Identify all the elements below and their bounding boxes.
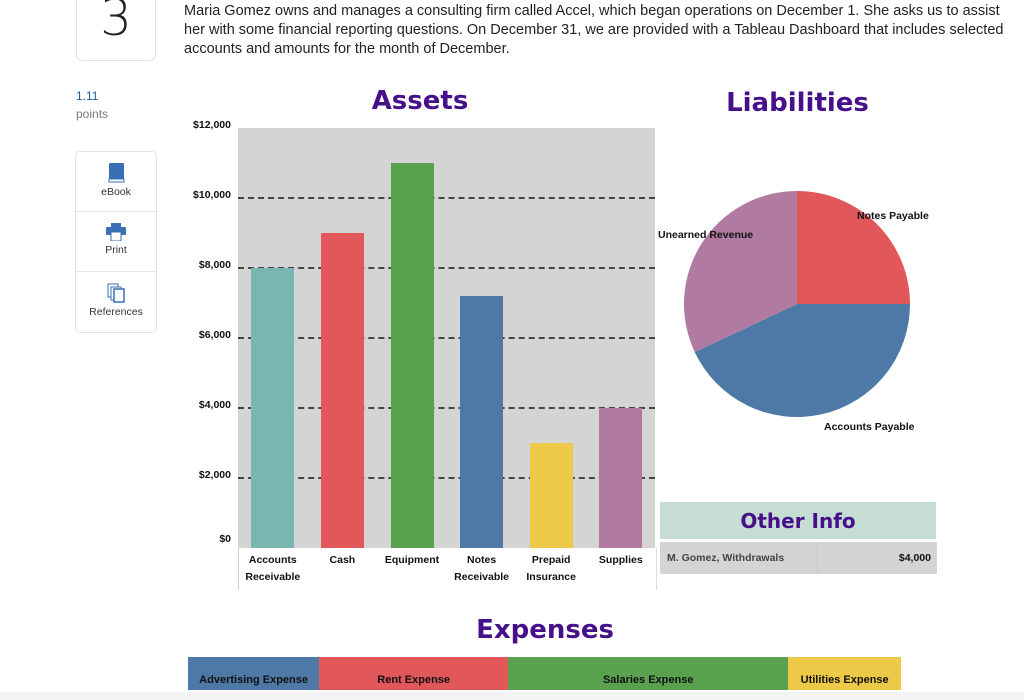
book-icon	[108, 163, 125, 183]
points-value: 1.11	[76, 89, 99, 103]
expenses-bar: Advertising Expense Rent Expense Salaries …	[188, 657, 901, 690]
points-label: points	[76, 107, 109, 121]
y-tick-label: $8,000	[198, 259, 231, 271]
references-label: References	[89, 306, 143, 318]
bar-cash[interactable]	[320, 233, 364, 548]
x-tick-label: Prepaid Insurance	[526, 554, 576, 583]
segment-label: Utilities Expense	[800, 674, 889, 686]
tools-panel: eBook Print References	[75, 151, 157, 333]
gridline	[238, 407, 655, 409]
other-info-row: M. Gomez, Withdrawals $4,000	[660, 542, 937, 574]
segment-label: Advertising Expense	[199, 674, 308, 686]
print-button[interactable]: Print	[76, 212, 156, 272]
y-tick-label: $4,000	[198, 399, 231, 411]
bar-accounts-receivable[interactable]	[251, 268, 295, 548]
bar-notes-receivable[interactable]	[460, 296, 504, 548]
gridline	[238, 337, 655, 339]
segment-utilities-expense[interactable]: Utilities Expense	[788, 657, 901, 690]
withdrawals-label: M. Gomez, Withdrawals	[667, 552, 785, 564]
y-tick-label: $0	[219, 533, 231, 545]
pie-slice-unearned-revenue[interactable]	[684, 191, 797, 353]
assets-title: Assets	[371, 86, 469, 116]
y-tick-label: $6,000	[198, 329, 231, 341]
x-tick-label: Supplies	[598, 554, 643, 566]
liabilities-title: Liabilities	[726, 88, 869, 118]
y-tick-label: $2,000	[198, 469, 231, 481]
bar-supplies[interactable]	[599, 408, 643, 548]
bar-prepaid-insurance[interactable]	[529, 443, 573, 548]
segment-salaries-expense[interactable]: Salaries Expense	[508, 657, 789, 690]
x-tick-label: Notes Receivable	[454, 554, 510, 583]
pie-slice-accounts-payable[interactable]	[694, 304, 910, 417]
gridline	[238, 477, 655, 479]
printer-icon	[106, 223, 126, 241]
y-tick-label: $10,000	[193, 189, 231, 201]
bar-equipment[interactable]	[390, 163, 434, 548]
liabilities-pie	[684, 191, 910, 417]
print-label: Print	[105, 244, 127, 256]
references-button[interactable]: References	[76, 272, 156, 332]
withdrawals-value: $4,000	[898, 552, 931, 564]
x-tick-label: Equipment	[384, 554, 440, 566]
other-info-header: Other Info	[660, 502, 936, 539]
other-info-title: Other Info	[740, 509, 856, 533]
segment-label: Rent Expense	[377, 674, 451, 686]
question-prompt: Maria Gomez owns and manages a consultin…	[184, 3, 1004, 57]
ebook-label: eBook	[101, 186, 131, 198]
pie-label-accounts-payable: Accounts Payable	[824, 421, 915, 433]
gridline	[238, 197, 655, 199]
assets-x-axis	[238, 548, 657, 590]
segment-advertising-expense[interactable]: Advertising Expense	[188, 657, 320, 690]
x-tick-label: Cash	[329, 554, 356, 566]
pie-label-notes-payable: Notes Payable	[857, 210, 929, 222]
pie-label-unearned-revenue: Unearned Revenue	[658, 229, 754, 241]
segment-rent-expense[interactable]: Rent Expense	[319, 657, 509, 690]
ebook-button[interactable]: eBook	[76, 152, 156, 212]
y-tick-label: $12,000	[193, 119, 231, 131]
gridline	[238, 267, 655, 269]
question-number: 3	[76, 0, 156, 61]
x-tick-label: Accounts Receivable	[245, 554, 301, 583]
expenses-title: Expenses	[476, 615, 614, 645]
pie-slice-notes-payable[interactable]	[797, 191, 910, 304]
segment-label: Salaries Expense	[602, 674, 694, 686]
documents-icon	[107, 283, 125, 303]
